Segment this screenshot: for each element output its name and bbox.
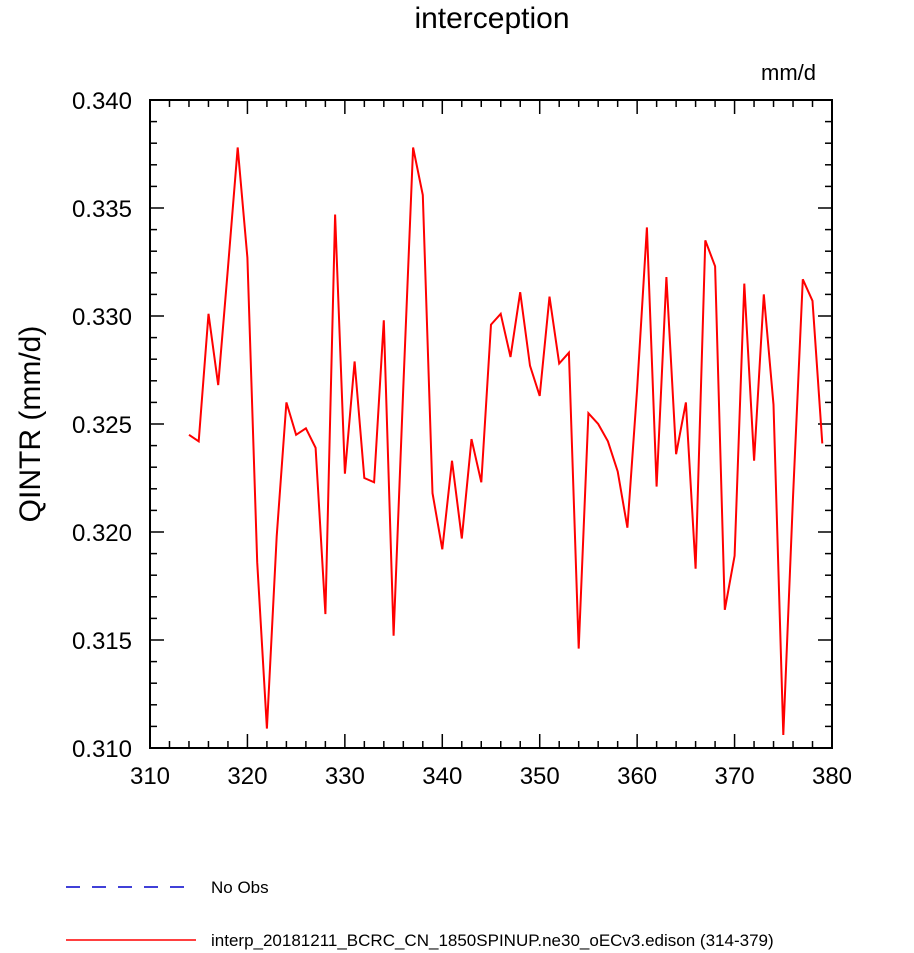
x-tick-label: 320: [227, 763, 267, 790]
y-tick-label: 0.315: [72, 628, 132, 655]
y-tick-label: 0.310: [72, 736, 132, 763]
legend-label-model: interp_20181211_BCRC_CN_1850SPINUP.ne30_…: [211, 931, 774, 950]
x-tick-label: 310: [130, 763, 170, 790]
y-axis-title: QINTR (mm/d): [14, 326, 47, 523]
series-line-model: [188, 147, 824, 736]
y-tick-label: 0.320: [72, 520, 132, 547]
y-axis-ticks: [150, 99, 832, 749]
x-tick-label: 370: [715, 763, 755, 790]
y-axis-tick-labels: 0.310 0.315 0.320 0.325 0.330 0.335 0.340: [72, 88, 132, 763]
x-tick-label: 380: [812, 763, 852, 790]
chart-title: interception: [414, 2, 569, 35]
legend-label-no-obs: No Obs: [211, 878, 269, 897]
x-axis-ticks: [149, 100, 833, 748]
series-layer: [188, 147, 824, 736]
legend: No Obs interp_20181211_BCRC_CN_1850SPINU…: [66, 878, 774, 950]
units-label: mm/d: [761, 60, 816, 85]
x-tick-label: 340: [422, 763, 462, 790]
x-tick-label: 360: [617, 763, 657, 790]
y-tick-label: 0.325: [72, 412, 132, 439]
x-axis-tick-labels: 310 320 330 340 350 360 370 380: [130, 763, 852, 790]
y-tick-label: 0.340: [72, 88, 132, 115]
y-tick-label: 0.335: [72, 196, 132, 223]
y-tick-label: 0.330: [72, 304, 132, 331]
x-tick-label: 350: [520, 763, 560, 790]
x-tick-label: 330: [325, 763, 365, 790]
